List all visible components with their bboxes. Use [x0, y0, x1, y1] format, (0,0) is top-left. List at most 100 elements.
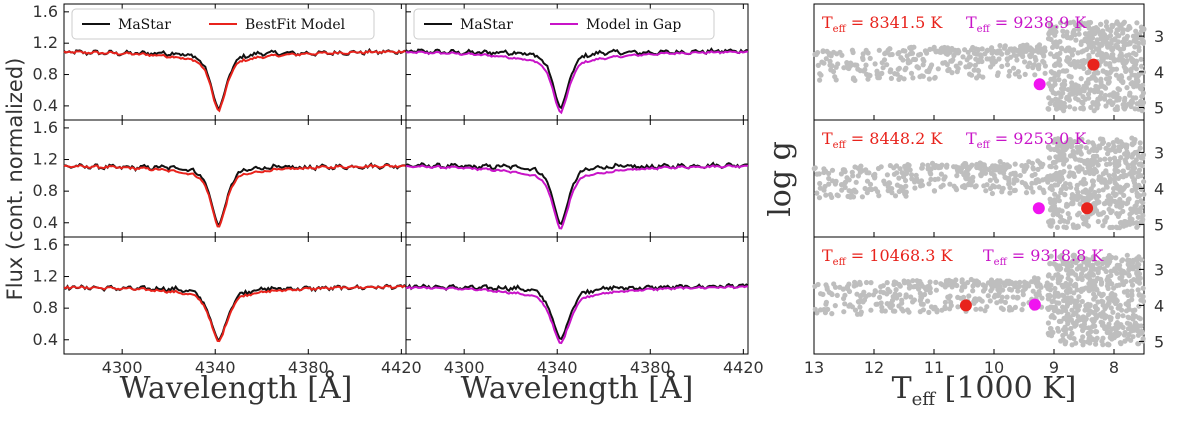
grid-point	[1140, 285, 1146, 291]
grid-point	[1101, 55, 1107, 61]
grid-point	[1102, 156, 1108, 162]
grid-point	[1120, 27, 1126, 33]
grid-point	[1076, 31, 1082, 37]
grid-point	[1071, 58, 1077, 65]
grid-point	[1136, 303, 1142, 309]
grid-point	[1050, 275, 1056, 281]
legend-label-mastar: MaStar	[460, 17, 513, 33]
grid-point	[1065, 275, 1071, 281]
grid-point	[838, 182, 845, 188]
grid-point	[822, 307, 828, 313]
grid-point	[1023, 166, 1029, 172]
grid-point	[1033, 48, 1039, 54]
panel-frame	[405, 236, 749, 355]
hr-grid-points	[811, 19, 1147, 348]
grid-point	[1135, 214, 1141, 220]
mastar-spectrum-line	[63, 162, 407, 226]
grid-point	[1132, 44, 1138, 50]
grid-point	[1067, 281, 1073, 287]
grid-point	[1047, 325, 1054, 332]
grid-point	[966, 54, 972, 60]
grid-point	[924, 50, 930, 56]
grid-point	[966, 165, 973, 171]
grid-point	[1130, 57, 1136, 63]
grid-point	[1129, 154, 1135, 160]
grid-point	[1066, 96, 1072, 102]
grid-point	[872, 175, 878, 181]
grid-point	[1058, 187, 1064, 193]
grid-point	[927, 64, 934, 70]
grid-point	[840, 286, 846, 292]
grid-point	[987, 177, 993, 183]
grid-point	[1102, 200, 1109, 206]
grid-point	[1129, 135, 1135, 141]
grid-point	[1124, 85, 1130, 91]
grid-point	[1139, 70, 1145, 76]
grid-point	[1133, 66, 1139, 72]
grid-point	[1027, 60, 1033, 66]
grid-point	[1087, 340, 1093, 346]
grid-point	[1078, 41, 1084, 48]
grid-point	[1113, 72, 1119, 78]
grid-point	[932, 304, 938, 310]
grid-point	[1041, 189, 1047, 196]
grid-point	[904, 53, 910, 59]
grid-point	[908, 70, 915, 76]
grid-point	[1038, 47, 1045, 53]
grid-point	[842, 301, 848, 307]
grid-point	[907, 283, 913, 289]
grid-point	[1042, 70, 1048, 76]
grid-point	[1030, 288, 1036, 294]
grid-point	[1069, 80, 1075, 86]
grid-point	[1122, 95, 1128, 101]
grid-point	[826, 289, 832, 295]
x-tick-label: 4340	[537, 358, 578, 377]
grid-point	[988, 277, 995, 283]
grid-point	[931, 188, 938, 194]
grid-point	[1087, 195, 1093, 201]
grid-point	[1124, 320, 1130, 326]
grid-point	[902, 177, 909, 184]
grid-point	[998, 298, 1005, 304]
grid-point	[1002, 299, 1009, 305]
grid-point	[818, 291, 824, 297]
grid-point	[1062, 158, 1068, 164]
grid-point	[1020, 292, 1026, 298]
grid-point	[847, 194, 854, 200]
grid-point	[962, 184, 968, 191]
grid-point	[1133, 34, 1139, 40]
grid-point	[1005, 49, 1011, 55]
grid-point	[1054, 61, 1060, 67]
grid-point	[1136, 266, 1142, 272]
grid-point	[984, 48, 990, 54]
grid-point	[1035, 166, 1041, 172]
grid-point	[1125, 292, 1131, 298]
grid-point	[989, 190, 996, 197]
grid-point	[1065, 211, 1071, 217]
hr-x-tick-label: 13	[804, 358, 824, 377]
grid-point	[1103, 313, 1109, 319]
grid-point	[1127, 92, 1133, 98]
grid-point	[1095, 211, 1102, 217]
grid-point	[992, 59, 999, 65]
grid-point	[875, 165, 882, 172]
grid-point	[897, 166, 903, 172]
grid-point	[1103, 183, 1109, 189]
grid-point	[846, 288, 853, 295]
grid-point	[1092, 205, 1098, 211]
grid-point	[1001, 45, 1008, 51]
grid-point	[1100, 171, 1106, 177]
grid-point	[892, 281, 898, 287]
x-tick-label: 4340	[195, 358, 236, 377]
grid-point	[955, 304, 961, 310]
grid-point	[1056, 318, 1062, 324]
hr-x-axis-title-main: T	[892, 371, 912, 406]
grid-point	[1125, 197, 1131, 203]
grid-point	[1058, 94, 1064, 100]
grid-point	[1131, 140, 1137, 146]
grid-point	[972, 184, 978, 190]
grid-point	[832, 284, 839, 290]
y-tick-label: 1.6	[33, 235, 58, 254]
grid-point	[862, 185, 868, 192]
